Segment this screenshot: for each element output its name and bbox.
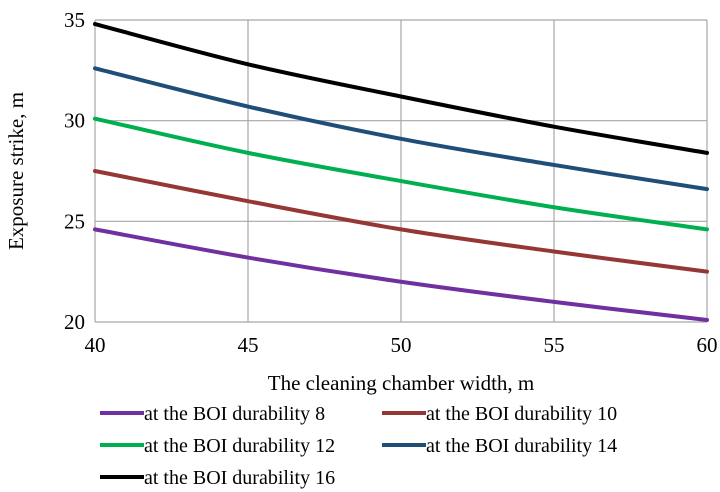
x-tick-label: 40	[85, 333, 106, 357]
x-tick-label: 45	[238, 333, 259, 357]
legend-label: at the BOI durability 16	[144, 467, 335, 489]
x-tick-label: 60	[697, 333, 718, 357]
x-tick-label: 55	[544, 333, 565, 357]
series-line-3	[93, 116, 709, 232]
legend-item-1: at the BOI durability 8	[100, 403, 325, 425]
plot-area	[93, 19, 709, 323]
series-line-4	[93, 66, 709, 192]
x-axis-ticks: 40 45 50 55 60	[85, 333, 718, 357]
y-tick-label: 20	[64, 310, 85, 334]
series-line-5	[93, 22, 709, 155]
gridlines	[94, 19, 708, 323]
series-line-2	[93, 169, 709, 274]
y-axis-ticks: 20 25 30 35	[64, 8, 85, 334]
y-tick-label: 30	[64, 109, 85, 133]
legend-label: at the BOI durability 10	[426, 403, 617, 425]
y-tick-label: 35	[64, 8, 85, 32]
legend-item-4: at the BOI durability 14	[382, 435, 617, 457]
series-lines	[93, 22, 709, 322]
series-line-1	[93, 227, 709, 322]
y-tick-label: 25	[64, 209, 85, 233]
legend-item-5: at the BOI durability 16	[100, 467, 335, 489]
legend-item-3: at the BOI durability 12	[100, 435, 335, 457]
legend-item-2: at the BOI durability 10	[382, 403, 617, 425]
y-axis-title: Exposure strike, m	[4, 92, 28, 250]
x-axis-title: The cleaning chamber width, m	[268, 371, 535, 395]
legend-label: at the BOI durability 8	[144, 403, 325, 425]
x-tick-label: 50	[391, 333, 412, 357]
legend-label: at the BOI durability 12	[144, 435, 335, 457]
legend: at the BOI durability 8 at the BOI durabi…	[100, 403, 617, 489]
legend-label: at the BOI durability 14	[426, 435, 617, 457]
